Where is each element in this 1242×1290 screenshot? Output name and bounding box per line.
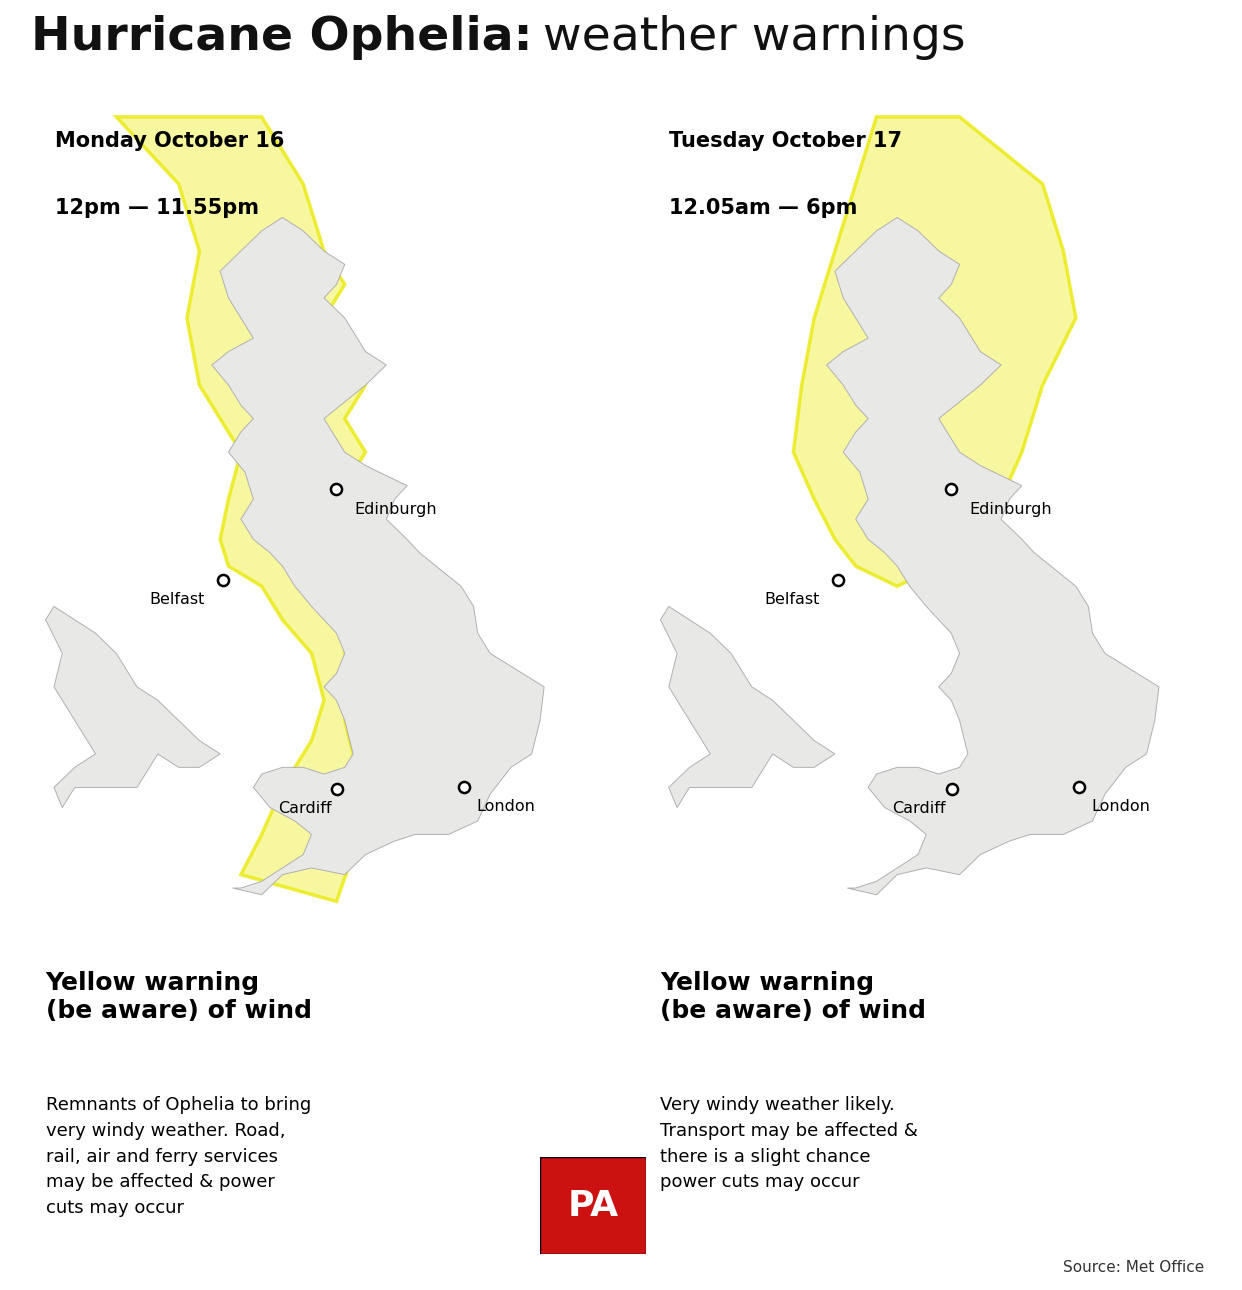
Text: Source: Met Office: Source: Met Office xyxy=(1063,1259,1205,1275)
Text: Remnants of Ophelia to bring
very windy weather. Road,
rail, air and ferry servi: Remnants of Ophelia to bring very windy … xyxy=(46,1096,310,1216)
Text: Very windy weather likely.
Transport may be affected &
there is a slight chance
: Very windy weather likely. Transport may… xyxy=(661,1096,918,1191)
Text: Hurricane Ophelia:: Hurricane Ophelia: xyxy=(31,15,533,61)
Polygon shape xyxy=(661,606,835,808)
Text: London: London xyxy=(477,800,535,814)
Text: Belfast: Belfast xyxy=(149,592,205,608)
Text: Cardiff: Cardiff xyxy=(893,801,946,817)
Text: Yellow warning
(be aware) of wind: Yellow warning (be aware) of wind xyxy=(46,971,312,1023)
Text: Cardiff: Cardiff xyxy=(278,801,332,817)
Text: 12.05am — 6pm: 12.05am — 6pm xyxy=(669,199,858,218)
Text: Belfast: Belfast xyxy=(764,592,820,608)
Polygon shape xyxy=(212,218,544,895)
Text: PA: PA xyxy=(568,1188,619,1223)
Text: Yellow warning
(be aware) of wind: Yellow warning (be aware) of wind xyxy=(661,971,927,1023)
Text: Tuesday October 17: Tuesday October 17 xyxy=(669,130,903,151)
Text: Edinburgh: Edinburgh xyxy=(969,502,1052,517)
Text: 12pm — 11.55pm: 12pm — 11.55pm xyxy=(55,199,258,218)
Polygon shape xyxy=(827,218,1159,895)
Text: London: London xyxy=(1092,800,1150,814)
Polygon shape xyxy=(117,117,365,902)
Text: Monday October 16: Monday October 16 xyxy=(55,130,284,151)
Text: Edinburgh: Edinburgh xyxy=(354,502,437,517)
Polygon shape xyxy=(46,606,220,808)
Text: weather warnings: weather warnings xyxy=(528,15,965,61)
FancyBboxPatch shape xyxy=(540,1157,646,1254)
Polygon shape xyxy=(794,117,1076,586)
